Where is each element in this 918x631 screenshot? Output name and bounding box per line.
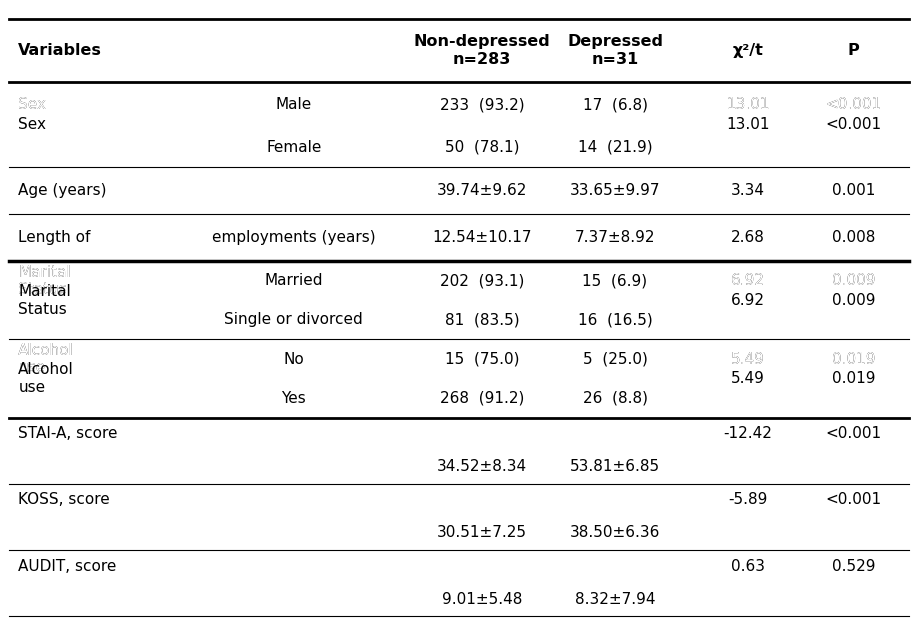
- Text: 13.01: 13.01: [726, 97, 770, 112]
- Text: Single or divorced: Single or divorced: [224, 312, 364, 327]
- Text: 233  (93.2): 233 (93.2): [440, 97, 524, 112]
- Text: <0.001: <0.001: [825, 117, 882, 132]
- Text: -5.89: -5.89: [729, 492, 767, 507]
- Text: χ²/t: χ²/t: [733, 43, 764, 58]
- Text: 0.009: 0.009: [832, 273, 876, 288]
- Text: Marital
Status: Marital Status: [18, 264, 71, 297]
- Text: 81  (83.5): 81 (83.5): [444, 312, 520, 327]
- Text: 2.68: 2.68: [732, 230, 765, 245]
- Text: 38.50±6.36: 38.50±6.36: [570, 526, 660, 540]
- Text: employments (years): employments (years): [212, 230, 375, 245]
- Text: 50  (78.1): 50 (78.1): [444, 139, 520, 155]
- Text: <0.001: <0.001: [825, 492, 882, 507]
- Text: 268  (91.2): 268 (91.2): [440, 391, 524, 406]
- Text: 12.54±10.17: 12.54±10.17: [432, 230, 532, 245]
- Text: 202  (93.1): 202 (93.1): [440, 273, 524, 288]
- Text: Marital
Status: Marital Status: [18, 284, 71, 317]
- Text: 0.009: 0.009: [832, 273, 876, 288]
- Text: 0.019: 0.019: [832, 371, 876, 386]
- Text: Sex: Sex: [18, 117, 47, 132]
- Text: 6.92: 6.92: [731, 273, 766, 288]
- Text: <0.001: <0.001: [825, 426, 882, 441]
- Text: Sex: Sex: [18, 97, 47, 112]
- Text: 15  (6.9): 15 (6.9): [583, 273, 647, 288]
- Text: 6.92: 6.92: [731, 293, 766, 308]
- Text: 5.49: 5.49: [732, 371, 765, 386]
- Text: 5  (25.0): 5 (25.0): [583, 351, 647, 367]
- Text: 26  (8.8): 26 (8.8): [583, 391, 647, 406]
- Text: 0.63: 0.63: [731, 558, 766, 574]
- Text: 30.51±7.25: 30.51±7.25: [437, 526, 527, 540]
- Text: STAI-A, score: STAI-A, score: [18, 426, 118, 441]
- Text: 7.37±8.92: 7.37±8.92: [575, 230, 655, 245]
- Text: Marital
Status: Marital Status: [18, 264, 71, 297]
- Text: Female: Female: [266, 139, 321, 155]
- Text: 39.74±9.62: 39.74±9.62: [437, 183, 527, 198]
- Text: Male: Male: [275, 97, 312, 112]
- Text: Age (years): Age (years): [18, 183, 106, 198]
- Text: 0.001: 0.001: [832, 183, 876, 198]
- Text: Married: Married: [264, 273, 323, 288]
- Text: 34.52±8.34: 34.52±8.34: [437, 459, 527, 474]
- Text: 0.019: 0.019: [832, 351, 876, 367]
- Text: KOSS, score: KOSS, score: [18, 492, 110, 507]
- Text: 3.34: 3.34: [731, 183, 766, 198]
- Text: 0.008: 0.008: [832, 230, 876, 245]
- Text: 8.32±7.94: 8.32±7.94: [575, 592, 655, 606]
- Text: <0.001: <0.001: [825, 97, 882, 112]
- Text: P: P: [848, 43, 859, 58]
- Text: 5.49: 5.49: [732, 351, 765, 367]
- Text: 33.65±9.97: 33.65±9.97: [570, 183, 660, 198]
- Text: Variables: Variables: [18, 43, 102, 58]
- Text: 17  (6.8): 17 (6.8): [583, 97, 647, 112]
- Text: 0.529: 0.529: [832, 558, 876, 574]
- Text: 13.01: 13.01: [726, 117, 770, 132]
- Text: -12.42: -12.42: [723, 426, 773, 441]
- Text: Depressed
n=31: Depressed n=31: [567, 34, 663, 67]
- Text: <0.001: <0.001: [825, 97, 882, 112]
- Text: Length of: Length of: [18, 230, 91, 245]
- Text: 0.019: 0.019: [832, 351, 876, 367]
- Text: No: No: [284, 351, 304, 367]
- Text: Non-depressed
n=283: Non-depressed n=283: [414, 34, 550, 67]
- Text: 0.009: 0.009: [832, 293, 876, 308]
- Text: 53.81±6.85: 53.81±6.85: [570, 459, 660, 474]
- Text: 14  (21.9): 14 (21.9): [577, 139, 653, 155]
- Text: Yes: Yes: [282, 391, 306, 406]
- Text: 15  (75.0): 15 (75.0): [444, 351, 520, 367]
- Text: AUDIT, score: AUDIT, score: [18, 558, 117, 574]
- Text: 13.01: 13.01: [726, 97, 770, 112]
- Text: Sex: Sex: [18, 97, 47, 112]
- Text: 9.01±5.48: 9.01±5.48: [442, 592, 522, 606]
- Text: 16  (16.5): 16 (16.5): [577, 312, 653, 327]
- Text: 6.92: 6.92: [731, 273, 766, 288]
- Text: Alcohol
use: Alcohol use: [18, 343, 74, 375]
- Text: Alcohol
use: Alcohol use: [18, 362, 74, 395]
- Text: 5.49: 5.49: [732, 351, 765, 367]
- Text: Alcohol
use: Alcohol use: [18, 343, 74, 375]
